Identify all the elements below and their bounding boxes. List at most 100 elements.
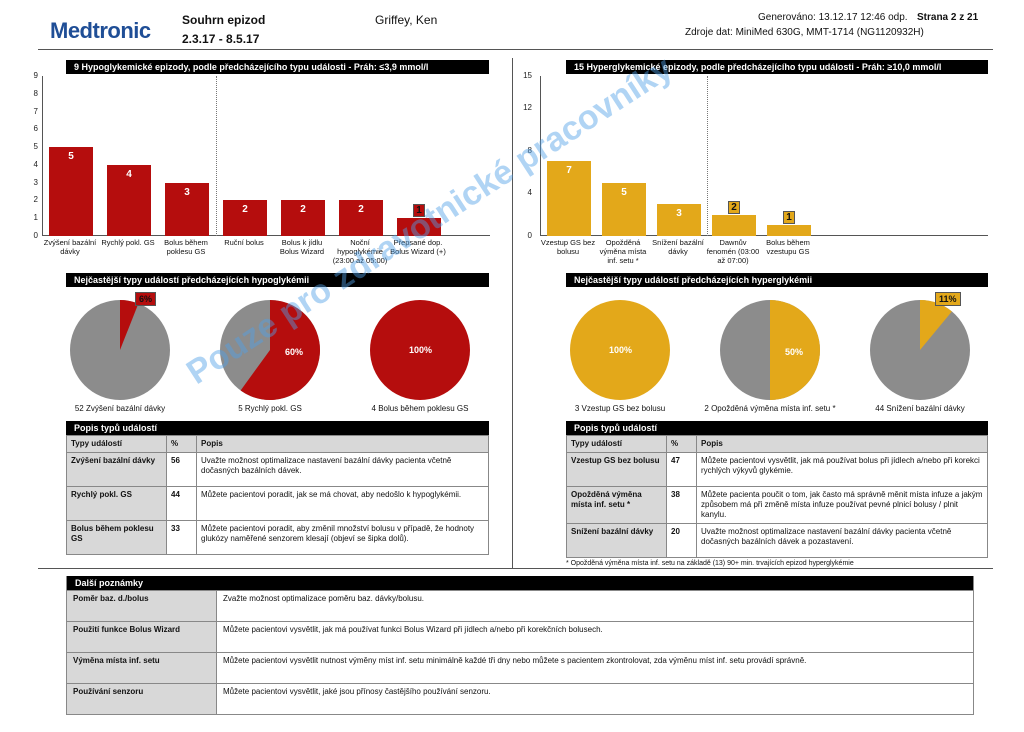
hypo-description-table: Popis typů událostí Typy událostí % Popi…: [66, 421, 489, 555]
event-description: Můžete pacientovi poradit, jak se má cho…: [196, 486, 489, 521]
hypo-tick-label: 5: [33, 142, 38, 152]
event-description: Můžete pacientovi poradit, aby změnil mn…: [196, 520, 489, 555]
hypo-bar-value: 2: [242, 204, 248, 216]
event-percent: 44: [166, 486, 197, 521]
hypo-tick-label: 0: [33, 231, 38, 240]
hypo-pie: [70, 300, 170, 400]
hypo-chart-title: 9 Hypoglykemické epizody, podle předcház…: [66, 60, 489, 74]
col-header-type: Typy událostí: [66, 435, 167, 453]
hyper-pie-percent-label: 11%: [935, 292, 961, 306]
event-percent: 38: [666, 486, 697, 524]
hypo-bar-value: 4: [126, 168, 132, 180]
hyper-category-label: Dawnův fenomén (03:00 až 07:00): [706, 238, 760, 265]
col-header-type: Typy událostí: [566, 435, 667, 453]
hypo-bar: [339, 200, 383, 236]
hypo-pie-caption: 4 Bolus během poklesu GS: [371, 404, 469, 413]
hyper-bar: [547, 161, 591, 236]
report-dates: 2.3.17 - 8.5.17: [182, 32, 260, 46]
hyper-tick-label: 15: [523, 71, 532, 80]
hyper-tick-label: 8: [527, 145, 532, 155]
notes-value: Můžete pacientovi vysvětlit nutnost výmě…: [223, 656, 807, 665]
hyper-table-title: Popis typů událostí: [566, 421, 988, 435]
column-divider: [512, 58, 513, 568]
event-type: Rychlý pokl. GS: [66, 486, 167, 521]
hypo-pie: [370, 300, 470, 400]
table-row: Rychlý pokl. GS 44 Můžete pacientovi porad…: [66, 486, 489, 521]
hyper-bar-value: 3: [676, 208, 682, 219]
notes-row: Výměna místa inf. setu Můžete pacientovi …: [67, 652, 973, 683]
event-percent: 56: [166, 452, 197, 487]
hyper-pie-background: [570, 300, 670, 400]
event-type: Snížení bazální dávky: [566, 523, 667, 558]
table-row: Bolus během poklesu GS 33 Můžete pacientov…: [66, 520, 489, 555]
event-percent: 33: [166, 520, 197, 555]
table-row: Opožděná výměna místa inf. setu * 38 Můžet…: [566, 486, 988, 524]
patient-name: Griffey, Ken: [375, 13, 438, 27]
hypo-tick-label: 1: [33, 213, 38, 223]
hypo-tick-label: 6: [33, 124, 38, 134]
hyper-pie-percent-label: 50%: [785, 347, 804, 357]
medtronic-logo: Medtronic: [50, 18, 151, 43]
notes-section: Další poznámky Poměr baz. d./bolus Zvažte…: [66, 576, 974, 715]
hyper-bar: [602, 182, 646, 236]
hypo-category-label: Přepsané dop. Bolus Wizard (+): [390, 238, 446, 256]
hypo-table-title: Popis typů událostí: [66, 421, 489, 435]
hyper-bar-value: 2: [728, 200, 740, 214]
hypo-bar-value: 2: [300, 204, 306, 216]
hypo-tick-label: 9: [33, 71, 38, 80]
hyper-category-label: Opožděná výměna místa inf. setu *: [599, 238, 647, 265]
notes-key: Používání senzoru: [67, 684, 217, 714]
table-row: Zvýšení bazální dávky 56 Uvažte možnost op…: [66, 452, 489, 487]
event-description: Můžete pacienta poučit o tom, jak často …: [696, 486, 988, 524]
hyper-pies-title: Nejčastější typy událostí předcházejícíc…: [566, 273, 988, 287]
hypo-pie-caption: 52 Zvýšení bazální dávky: [74, 404, 166, 413]
event-type: Bolus během poklesu GS: [66, 520, 167, 555]
hypo-bar: [223, 200, 267, 236]
event-description: Můžete pacientovi vysvětlit, jak má použ…: [696, 452, 988, 487]
hyper-table: Typy událostí % Popis Vzestup GS bez bol…: [566, 435, 988, 558]
hypo-tick-label: 7: [33, 106, 38, 116]
hyper-pie-percent-label: 100%: [609, 345, 633, 355]
hyper-pie-caption: 44 Snížení bazální dávky: [875, 404, 965, 413]
hypo-pies: 6% 52 Zvýšení bazální dávky 60% 5 Rychlý po…: [40, 290, 510, 415]
notes-row: Používání senzoru Můžete pacientovi vysvě…: [67, 683, 973, 714]
hyper-description-table: Popis typů událostí Typy událostí % Popi…: [566, 421, 988, 567]
notes-key: Poměr baz. d./bolus: [67, 591, 217, 621]
hypo-pie-slice: [120, 300, 139, 350]
hypo-category-label: Bolus k jídlu Bolus Wizard: [279, 238, 325, 256]
notes-title: Další poznámky: [67, 576, 973, 590]
report-title: Souhrn epizod: [182, 13, 266, 27]
hyper-bar-value: 1: [783, 211, 795, 225]
hyper-pie-caption: 2 Opožděná výměna místa inf. setu *: [704, 404, 836, 413]
hypo-tick-label: 2: [33, 195, 38, 205]
hypo-category-label: Ruční bolus: [224, 238, 264, 247]
hypo-bar-value: 2: [358, 204, 364, 216]
event-percent: 47: [666, 452, 697, 487]
hypo-bar: [281, 200, 325, 236]
col-header-pct: %: [166, 435, 197, 453]
col-header-pct: %: [666, 435, 697, 453]
notes-row: Použití funkce Bolus Wizard Můžete pacien…: [67, 621, 973, 652]
table-row: Vzestup GS bez bolusu 47 Můžete pacientovi…: [566, 452, 988, 487]
hyper-group-separator: [706, 76, 708, 236]
event-type: Opožděná výměna místa inf. setu *: [566, 486, 667, 524]
hypo-pie-percent-label: 6%: [135, 292, 157, 306]
notes-row: Poměr baz. d./bolus Zvažte možnost optima…: [67, 590, 973, 621]
col-header-desc: Popis: [196, 435, 489, 453]
col-header-desc: Popis: [696, 435, 988, 453]
event-type: Vzestup GS bez bolusu: [566, 452, 667, 487]
hypo-pie-percent-label: 60%: [285, 347, 304, 357]
hypo-tick-label: 3: [33, 177, 38, 187]
hypo-pie-percent-label: 100%: [409, 345, 433, 355]
hypo-category-label: Noční hypoglykémie (23:00 až 05:00): [332, 238, 388, 265]
hyper-chart-title: 15 Hyperglykemické epizody, podle předch…: [566, 60, 988, 74]
hypo-table: Typy událostí % Popis Zvýšení bazální dá…: [66, 435, 489, 555]
hyper-footnote: * Opožděná výměna místa inf. setu na zák…: [566, 560, 854, 567]
hypo-pie-slice: [240, 300, 320, 400]
notes-key: Použití funkce Bolus Wizard: [67, 622, 217, 652]
hypo-bar-value: 1: [413, 204, 425, 218]
hypo-bar: [49, 147, 93, 236]
hypo-category-labels: Zvýšení bazální dávky Rychlý pokl. GS Bolu…: [42, 238, 490, 268]
generated-timestamp: Generováno: 13.12.17 12:46 odp.: [758, 12, 908, 23]
hypo-category-label: Rychlý pokl. GS: [101, 238, 155, 247]
